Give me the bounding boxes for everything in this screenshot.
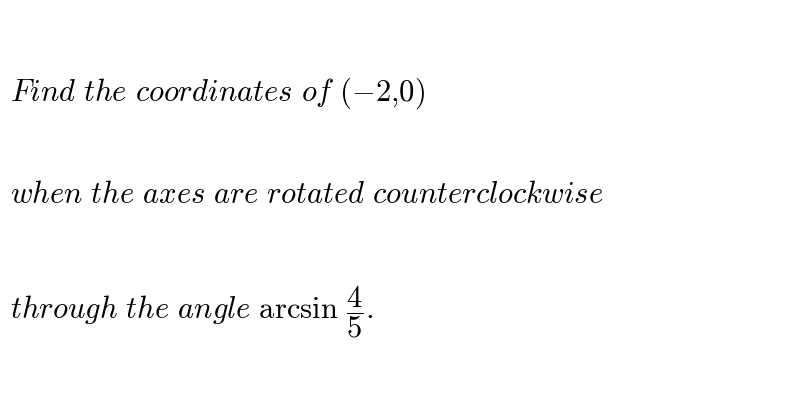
Text: $\mathit{Find\ the\ coordinates\ of\ (-2{,}0)}$: $\mathit{Find\ the\ coordinates\ of\ (-2… (10, 75, 425, 111)
Text: $\mathit{when\ the\ axes\ are\ rotated\ counterclockwise}$: $\mathit{when\ the\ axes\ are\ rotated\ … (10, 180, 603, 209)
Text: $\mathit{through\ the\ angle}\ \mathrm{arcsin}\ \dfrac{4}{5}.$: $\mathit{through\ the\ angle}\ \mathrm{a… (10, 284, 373, 340)
